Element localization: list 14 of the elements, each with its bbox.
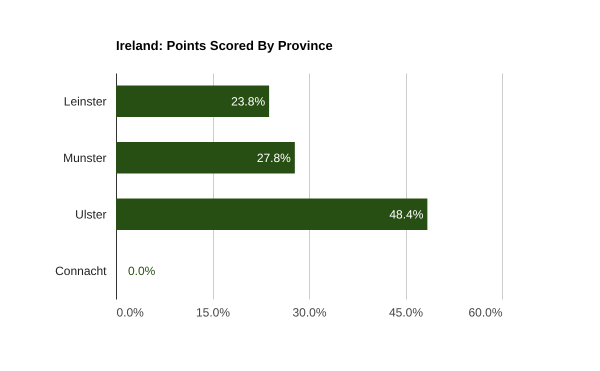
y-tick-label: Munster xyxy=(63,150,106,165)
x-tick-label: 60.0% xyxy=(468,306,503,320)
data-label: 27.8% xyxy=(256,150,292,165)
y-tick-label: Ulster xyxy=(75,207,106,222)
x-tick-label: 15.0% xyxy=(196,306,230,320)
data-label: 0.0% xyxy=(128,264,156,278)
x-tick-label: 45.0% xyxy=(388,306,424,320)
x-tick-label: 30.0% xyxy=(292,306,327,320)
y-tick-label: Connacht xyxy=(55,264,108,278)
data-label: 48.4% xyxy=(389,207,424,222)
data-label: 23.8% xyxy=(231,94,266,108)
chart-title: Ireland: Points Scored By Province xyxy=(116,38,333,53)
x-tick-label: 0.0% xyxy=(116,306,144,320)
y-tick-label: Leinster xyxy=(64,94,106,108)
